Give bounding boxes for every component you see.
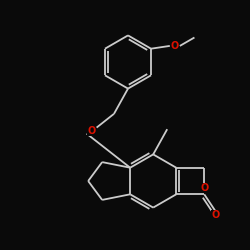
Text: O: O (211, 210, 220, 220)
Text: O: O (200, 183, 208, 193)
Text: O: O (88, 126, 96, 136)
Text: O: O (171, 41, 179, 51)
